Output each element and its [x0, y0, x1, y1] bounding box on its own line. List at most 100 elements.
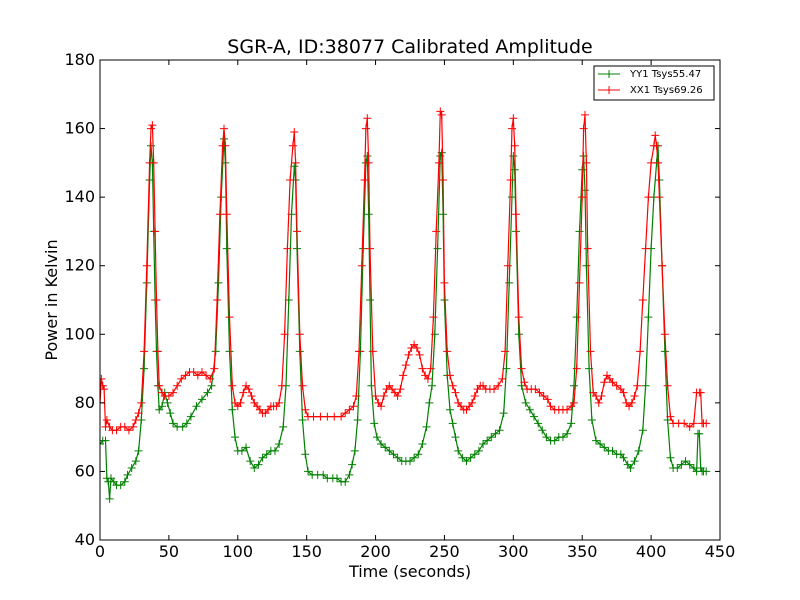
- data-point-yy1: [677, 460, 686, 469]
- data-point-yy1: [454, 446, 463, 455]
- y-tick-label: 180: [64, 50, 95, 69]
- data-point-xx1: [193, 371, 202, 380]
- x-tick-label: 100: [223, 542, 254, 561]
- data-point-yy1: [641, 381, 650, 390]
- data-point-yy1: [514, 330, 523, 339]
- data-point-xx1: [494, 381, 503, 390]
- data-point-yy1: [587, 416, 596, 424]
- data-point-xx1: [432, 227, 441, 236]
- data-point-xx1: [696, 388, 705, 397]
- data-point-yy1: [681, 457, 690, 466]
- data-point-xx1: [520, 378, 529, 387]
- data-point-yy1: [538, 426, 547, 435]
- data-point-xx1: [412, 344, 421, 352]
- data-point-xx1: [189, 368, 198, 376]
- data-point-yy1: [521, 398, 530, 407]
- data-point-xx1: [498, 374, 507, 383]
- data-point-xx1: [702, 419, 711, 428]
- data-point-xx1: [316, 412, 325, 421]
- x-tick-label: 400: [636, 542, 667, 561]
- data-point-xx1: [426, 364, 435, 373]
- data-point-xx1: [436, 107, 445, 116]
- data-point-yy1: [479, 440, 488, 448]
- data-point-yy1: [237, 446, 246, 455]
- data-point-xx1: [655, 193, 664, 202]
- data-point-xx1: [647, 158, 656, 167]
- data-point-xx1: [210, 364, 219, 373]
- data-point-xx1: [509, 114, 518, 123]
- data-point-yy1: [505, 278, 514, 287]
- legend-label-xx1: XX1 Tsys69.26: [630, 85, 703, 96]
- data-point-xx1: [137, 398, 146, 407]
- data-point-xx1: [608, 378, 617, 387]
- data-point-xx1: [225, 313, 234, 322]
- data-point-yy1: [319, 470, 328, 479]
- data-point-yy1: [428, 381, 437, 390]
- data-point-yy1: [558, 433, 567, 442]
- data-point-yy1: [366, 296, 375, 304]
- y-tick-label: 60: [75, 461, 95, 480]
- data-point-yy1: [116, 481, 125, 490]
- x-tick-label: 200: [360, 542, 391, 561]
- data-point-xx1: [612, 381, 621, 390]
- y-tick-label: 100: [64, 324, 95, 343]
- data-point-xx1: [355, 347, 364, 356]
- data-point-yy1: [433, 244, 442, 253]
- data-point-yy1: [495, 426, 504, 435]
- data-point-yy1: [120, 477, 129, 486]
- data-point-yy1: [425, 398, 434, 407]
- data-point-yy1: [220, 134, 228, 143]
- data-point-xx1: [531, 385, 540, 394]
- data-point-xx1: [153, 347, 162, 356]
- data-point-yy1: [345, 470, 354, 479]
- data-point-yy1: [301, 450, 310, 459]
- data-point-yy1: [542, 433, 551, 442]
- data-point-yy1: [348, 460, 357, 469]
- data-point-xx1: [393, 392, 402, 400]
- data-point-yy1: [367, 381, 376, 390]
- data-point-yy1: [507, 193, 516, 202]
- data-point-yy1: [258, 453, 267, 462]
- data-point-xx1: [658, 261, 667, 270]
- data-point-yy1: [364, 210, 373, 219]
- data-point-yy1: [630, 457, 639, 466]
- data-point-xx1: [129, 422, 138, 431]
- data-point-yy1: [158, 402, 166, 411]
- data-point-yy1: [422, 422, 431, 431]
- data-point-xx1: [220, 124, 228, 133]
- data-point-xx1: [293, 227, 302, 236]
- data-point-yy1: [178, 422, 187, 431]
- data-point-xx1: [468, 398, 476, 407]
- data-point-yy1: [163, 398, 172, 407]
- data-point-yy1: [451, 433, 460, 442]
- data-point-yy1: [644, 313, 653, 322]
- data-point-xx1: [379, 392, 388, 400]
- data-point-yy1: [207, 381, 216, 390]
- data-point-yy1: [634, 446, 643, 455]
- data-point-xx1: [120, 422, 129, 431]
- data-point-yy1: [127, 464, 136, 472]
- x-tick-label: 250: [429, 542, 460, 561]
- data-point-yy1: [534, 419, 543, 428]
- data-point-yy1: [509, 152, 518, 160]
- data-point-yy1: [445, 405, 454, 414]
- data-point-xx1: [366, 244, 375, 253]
- data-point-yy1: [572, 313, 581, 322]
- data-point-yy1: [275, 440, 284, 448]
- data-point-xx1: [277, 381, 286, 390]
- data-point-xx1: [663, 381, 672, 390]
- data-point-yy1: [169, 419, 178, 428]
- data-point-xx1: [213, 296, 222, 304]
- data-point-xx1: [280, 330, 289, 339]
- data-point-xx1: [490, 385, 499, 394]
- data-point-yy1: [134, 446, 143, 455]
- data-point-xx1: [579, 124, 588, 133]
- data-point-xx1: [368, 347, 377, 356]
- data-point-yy1: [350, 446, 359, 455]
- data-point-xx1: [149, 158, 158, 167]
- data-point-xx1: [291, 158, 300, 167]
- data-point-xx1: [146, 124, 155, 133]
- data-point-xx1: [583, 244, 592, 253]
- data-point-xx1: [597, 392, 606, 400]
- data-point-yy1: [491, 429, 500, 438]
